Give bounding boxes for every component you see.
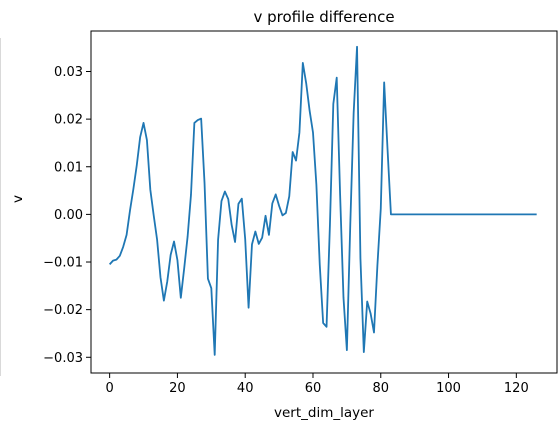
x-tick-label: 80	[372, 381, 389, 396]
y-tick-label: 0.03	[54, 65, 83, 80]
x-tick-label: 60	[305, 381, 322, 396]
y-tick-label: 0.02	[54, 113, 83, 128]
chart-title: v profile difference	[253, 8, 394, 26]
x-tick-label: 20	[169, 381, 186, 396]
left-edge-line	[0, 38, 1, 376]
x-axis-label: vert_dim_layer	[274, 405, 374, 421]
y-axis-label: v	[10, 195, 26, 203]
y-tick-label: −0.03	[43, 351, 83, 366]
y-tick-label: −0.01	[43, 256, 83, 271]
x-tick-label: 100	[436, 381, 461, 396]
series-line-0	[108, 45, 537, 356]
x-tick-label: 120	[504, 381, 529, 396]
y-tick-label: −0.02	[43, 303, 83, 318]
x-tick-label: 40	[237, 381, 254, 396]
plot-area: 0 20 40 60 80 100 120 −0.03 −0.02 −0.01 0.00 0.01 0.…	[43, 30, 558, 396]
plot-frame	[90, 30, 558, 374]
x-tick-label: 0	[105, 381, 113, 396]
y-tick-label: 0.00	[54, 208, 83, 223]
y-tick-label: 0.01	[54, 160, 83, 175]
